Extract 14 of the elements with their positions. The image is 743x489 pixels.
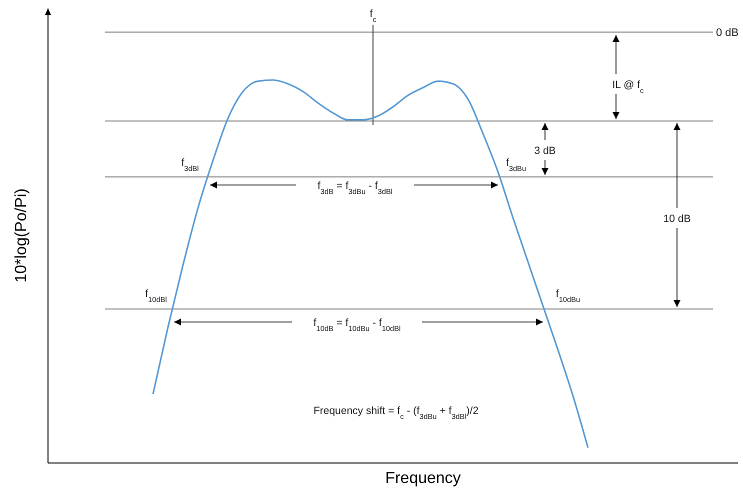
annotation: f$_{3dBu}$ — [506, 157, 526, 172]
annotation: f$_{10dBu}$ — [556, 288, 580, 304]
annotation: 3 dB — [534, 145, 556, 157]
annotation: 10 dB — [663, 213, 691, 225]
annotation: f$_{3dB}$ = f$_{3dBu}$ - f$_{3dBl}$ — [318, 180, 393, 196]
annotation: f$_{3dBl}$ — [181, 157, 200, 172]
annotation: Frequency shift = f$_{c}$ - (f$_{3dBu}$ + f$_{3dBl}$)/2 — [313, 405, 479, 420]
x-axis-title: Frequency — [385, 470, 461, 487]
ref-line-label: 0 dB — [716, 27, 739, 40]
annotation: f$_{10dB}$ = f$_{10dBu}$ - f$_{10dBl}$ — [313, 317, 401, 332]
text: f$_{c}$ — [370, 8, 377, 24]
y-axis-title: 10*log(Po/Pi) — [13, 188, 30, 283]
annotation: IL @ f$_{c}$ — [612, 79, 644, 94]
annotation: f$_{10dBl}$ — [145, 288, 168, 304]
